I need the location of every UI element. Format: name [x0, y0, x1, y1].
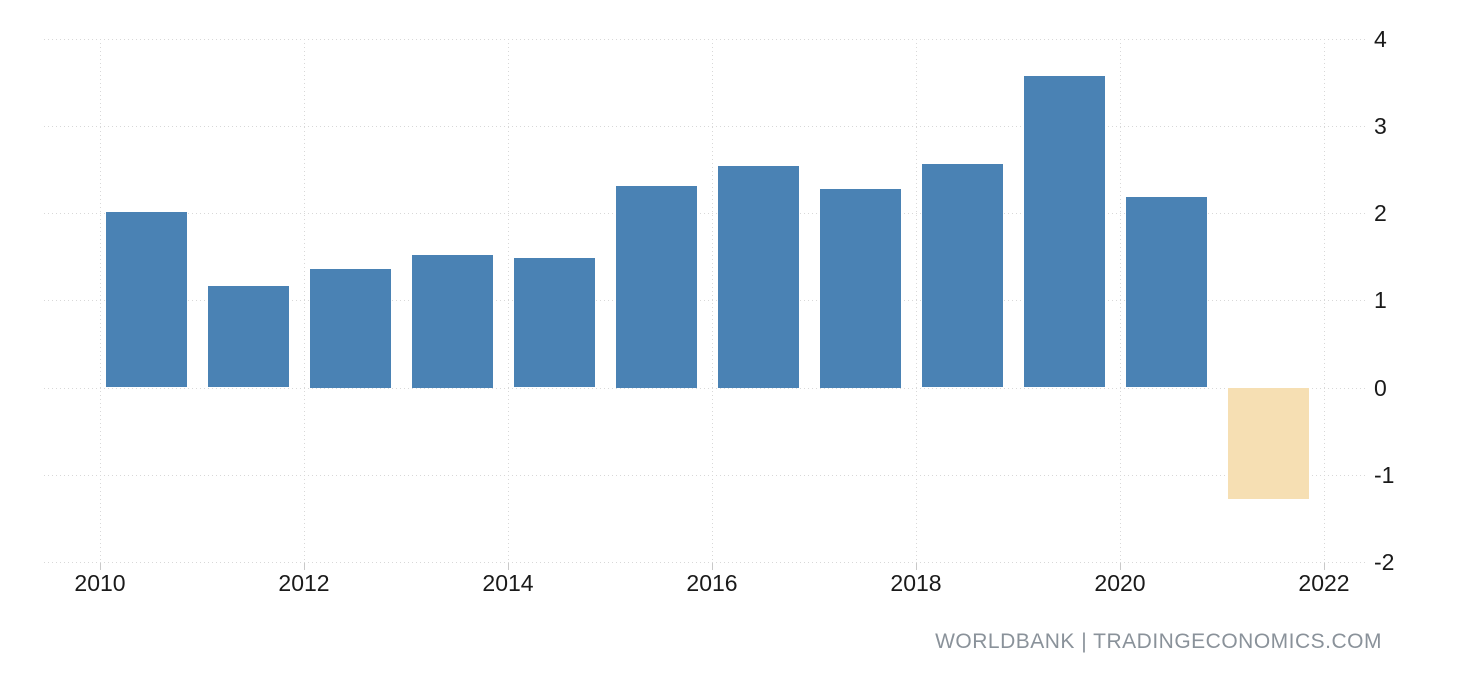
x-axis-label-2018: 2018: [890, 570, 942, 596]
x-axis-tick-2014: [508, 563, 509, 570]
bar-2015[interactable]: [616, 186, 697, 388]
bar-2020[interactable]: [1126, 197, 1207, 387]
x-axis-label-2020: 2020: [1094, 570, 1146, 596]
gridline-h-1: [44, 300, 1368, 301]
x-axis-label-2016: 2016: [686, 570, 738, 596]
bar-2017[interactable]: [820, 189, 901, 388]
gridline-h-2: [44, 213, 1368, 214]
gridline-v-2018: [916, 39, 917, 564]
x-axis-label-2014: 2014: [482, 570, 534, 596]
gridline-h--2: [44, 562, 1368, 563]
y-axis-label-0: 0: [1374, 375, 1387, 401]
x-axis-label-2012: 2012: [278, 570, 330, 596]
x-axis-label-2010: 2010: [74, 570, 126, 596]
x-axis-tick-2016: [712, 563, 713, 570]
gridline-v-2014: [508, 39, 509, 564]
gridline-v-2012: [304, 39, 305, 564]
bar-2011[interactable]: [208, 286, 289, 387]
gridline-h-0: [44, 388, 1368, 389]
gridline-h-3: [44, 126, 1368, 127]
bar-2021[interactable]: [1228, 388, 1309, 499]
y-axis-label--1: -1: [1374, 462, 1395, 488]
y-axis-label-1: 1: [1374, 287, 1387, 313]
y-axis-label-2: 2: [1374, 200, 1387, 226]
x-axis-tick-2020: [1120, 563, 1121, 570]
y-axis-label--2: -2: [1374, 549, 1395, 575]
gridline-h--1: [44, 475, 1368, 476]
x-axis-tick-2012: [304, 563, 305, 570]
x-axis-label-2022: 2022: [1298, 570, 1350, 596]
bar-2013[interactable]: [412, 255, 493, 388]
x-axis-tick-2018: [916, 563, 917, 570]
gridline-v-2016: [712, 39, 713, 564]
y-axis-label-3: 3: [1374, 113, 1387, 139]
bar-2012[interactable]: [310, 269, 391, 388]
x-axis-tick-2010: [100, 563, 101, 570]
gridline-v-2020: [1120, 39, 1121, 564]
gridline-v-2022: [1324, 39, 1325, 564]
bar-2016[interactable]: [718, 166, 799, 388]
bar-2010[interactable]: [106, 212, 187, 387]
bar-2018[interactable]: [922, 164, 1003, 387]
x-axis-tick-2022: [1324, 563, 1325, 570]
watermark: WORLDBANK | TRADINGECONOMICS.COM: [935, 630, 1382, 653]
bar-2019[interactable]: [1024, 76, 1105, 387]
gridline-v-2010: [100, 39, 101, 564]
bar-2014[interactable]: [514, 258, 595, 387]
y-axis-label-4: 4: [1374, 26, 1387, 52]
gridline-h-4: [44, 39, 1368, 40]
